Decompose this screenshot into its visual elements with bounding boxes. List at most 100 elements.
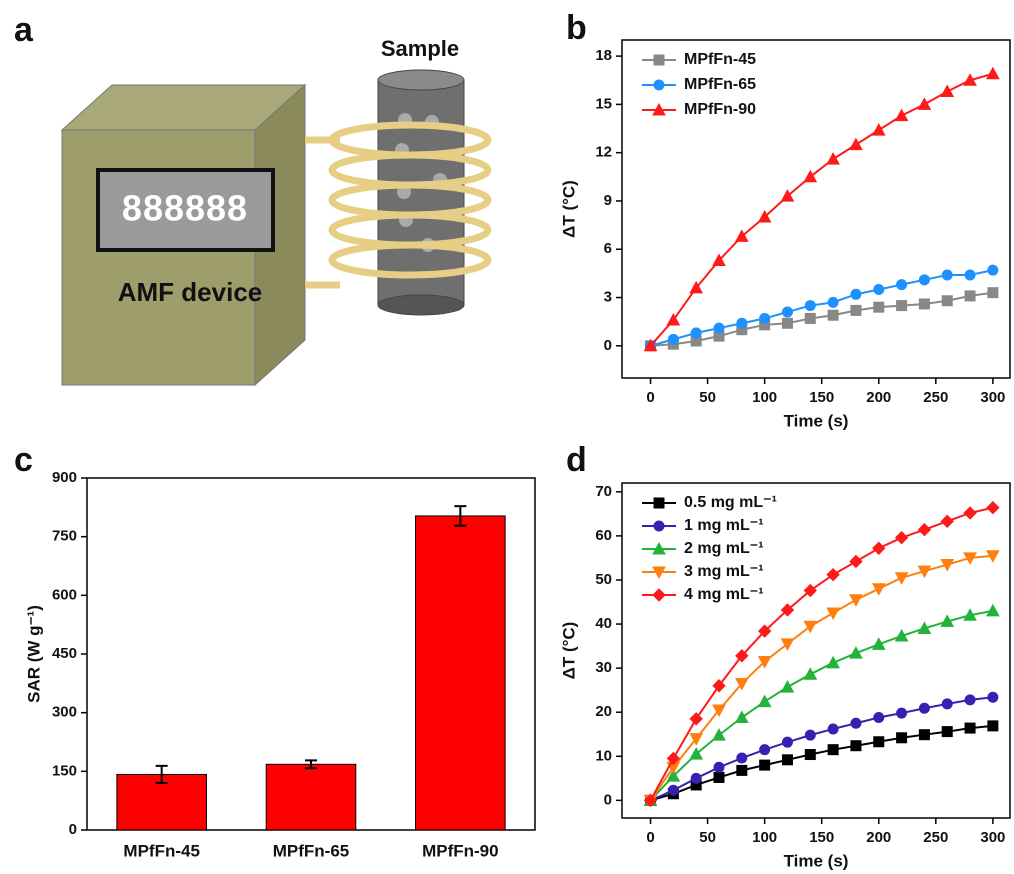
marker <box>804 300 816 312</box>
marker <box>780 680 795 693</box>
marker <box>690 327 702 339</box>
legend-label: MPfFn-90 <box>684 101 756 118</box>
x-tick-label: 100 <box>752 389 777 406</box>
legend-marker <box>653 497 665 509</box>
marker <box>713 322 725 334</box>
legend-marker <box>653 520 665 532</box>
marker <box>894 108 909 122</box>
series-line <box>649 72 994 347</box>
tube-bottom <box>377 294 465 316</box>
marker <box>735 649 749 663</box>
x-tick-label: 150 <box>809 389 834 406</box>
marker <box>803 169 818 183</box>
marker <box>986 603 1000 617</box>
marker <box>940 614 955 627</box>
marker <box>896 707 908 719</box>
legend-label: 1 mg mL⁻¹ <box>684 517 764 534</box>
marker <box>759 312 771 324</box>
marker <box>850 740 862 752</box>
marker <box>873 301 885 313</box>
marker <box>781 306 793 318</box>
y-tick-label: 30 <box>595 659 612 676</box>
marker <box>964 694 976 706</box>
marker <box>667 333 679 345</box>
marker <box>643 338 658 352</box>
marker <box>918 298 930 310</box>
marker <box>804 749 816 761</box>
panel-label: d <box>566 441 587 479</box>
marker <box>896 300 908 312</box>
marker <box>667 784 679 796</box>
marker <box>917 523 932 537</box>
x-tick-label: 300 <box>980 829 1005 846</box>
x-tick-label: MPfFn-45 <box>123 841 200 860</box>
marker <box>940 84 955 98</box>
x-tick-label: 300 <box>980 389 1005 406</box>
marker <box>850 304 862 316</box>
device-label: AMF device <box>118 277 263 307</box>
marker <box>712 253 726 267</box>
marker <box>963 506 977 520</box>
y-tick-label: 70 <box>595 483 612 500</box>
x-tick-label: 50 <box>699 829 716 846</box>
marker <box>963 608 977 621</box>
y-axis-label: SAR (W g⁻¹) <box>24 605 43 703</box>
x-axis-label: Time (s) <box>784 411 849 430</box>
marker <box>759 744 771 756</box>
x-tick-label: 100 <box>752 829 777 846</box>
marker <box>918 702 930 714</box>
marker <box>736 752 748 764</box>
series-line <box>650 696 993 802</box>
y-tick-label: 300 <box>52 704 77 721</box>
marker <box>941 726 953 738</box>
marker <box>964 269 976 281</box>
legend-label: 0.5 mg mL⁻¹ <box>684 494 777 511</box>
x-axis-label: Time (s) <box>784 851 849 870</box>
legend-label: 4 mg mL⁻¹ <box>684 586 764 603</box>
marker <box>964 290 976 302</box>
coil <box>305 121 492 289</box>
marker <box>873 283 885 295</box>
legend-label: MPfFn-45 <box>684 51 756 68</box>
marker <box>987 720 999 732</box>
marker <box>826 655 840 669</box>
x-tick-label: 200 <box>866 829 891 846</box>
marker <box>712 679 726 693</box>
y-tick-label: 0 <box>604 791 612 808</box>
x-tick-label: 250 <box>923 389 948 406</box>
marker <box>689 280 704 294</box>
plot-frame <box>621 39 1011 379</box>
legend-label: MPfFn-65 <box>684 76 756 93</box>
marker <box>872 541 886 555</box>
marker <box>666 751 681 766</box>
marker <box>871 583 886 596</box>
series-line <box>649 506 994 801</box>
y-tick-label: 15 <box>595 95 612 112</box>
marker <box>803 620 818 634</box>
marker <box>941 295 953 307</box>
y-tick-label: 3 <box>604 288 612 305</box>
y-tick-label: 600 <box>52 586 77 603</box>
marker <box>781 317 793 329</box>
marker <box>849 554 863 569</box>
y-tick-label: 450 <box>52 645 77 662</box>
y-tick-label: 9 <box>604 192 612 209</box>
marker <box>757 210 772 223</box>
marker <box>666 313 681 326</box>
x-tick-label: 200 <box>866 389 891 406</box>
marker <box>918 274 930 286</box>
bar <box>265 763 357 831</box>
y-tick-label: 0 <box>604 337 612 354</box>
panel-label: b <box>566 9 587 47</box>
marker <box>781 754 793 766</box>
marker <box>940 559 955 572</box>
marker <box>873 736 885 748</box>
marker <box>759 759 771 771</box>
marker <box>873 712 885 723</box>
y-tick-label: 0 <box>69 821 77 838</box>
marker <box>690 772 702 784</box>
marker <box>871 123 886 136</box>
y-tick-label: 60 <box>595 527 612 544</box>
marker <box>712 728 726 741</box>
